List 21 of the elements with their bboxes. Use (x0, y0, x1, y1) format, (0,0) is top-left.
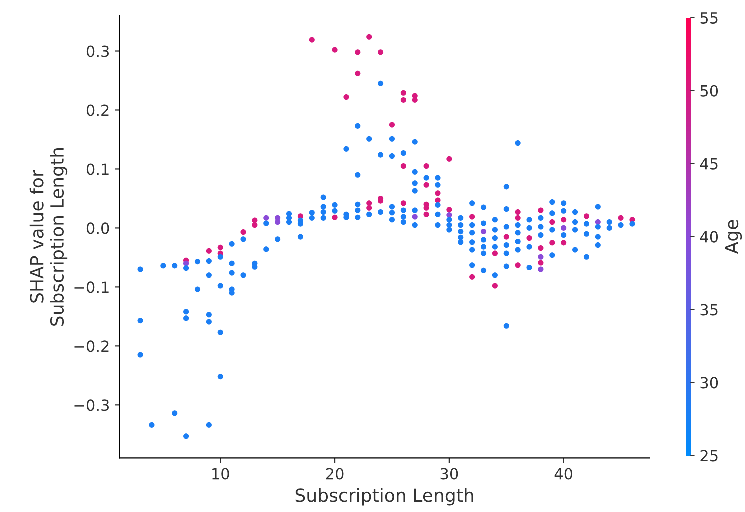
color-bar-label: 55 (700, 12, 718, 24)
color-bar-label: 35 (700, 304, 718, 316)
x-axis-title: Subscription Length (296, 488, 474, 506)
y-axis-title: SHAP value for Subscription Length (30, 148, 68, 326)
y-tick-label: 0.1 (86, 164, 109, 176)
x-tick-label: 40 (554, 468, 573, 480)
y-tick-label: −0.2 (74, 340, 109, 352)
x-tick-label: 10 (212, 468, 230, 480)
color-bar-title: Age (725, 220, 742, 254)
x-tick-label: 30 (440, 468, 458, 480)
color-bar-label: 45 (700, 158, 718, 170)
y-tick-label: 0.3 (86, 46, 109, 58)
y-tick-label: −0.1 (74, 282, 109, 294)
color-bar-label: 25 (700, 450, 718, 462)
color-bar-label: 30 (700, 377, 718, 389)
color-bar-label: 40 (700, 231, 718, 243)
color-bar-label: 50 (700, 85, 718, 97)
y-tick-label: 0.2 (86, 104, 109, 116)
y-tick-label: −0.3 (74, 400, 109, 412)
x-tick-label: 20 (326, 468, 344, 480)
y-tick-label: 0.0 (86, 222, 110, 234)
